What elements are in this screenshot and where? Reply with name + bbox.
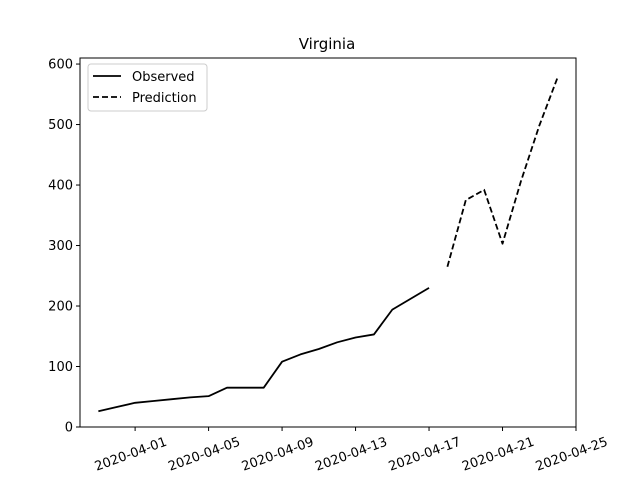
series-line-prediction (446, 77, 559, 267)
legend-label-observed: Observed (132, 70, 195, 85)
y-tick-label: 0 (65, 421, 73, 436)
y-tick-label: 200 (48, 300, 73, 315)
plot-frame (79, 57, 577, 428)
y-tick-label: 300 (48, 239, 73, 254)
y-tick-label: 100 (48, 360, 73, 375)
chart-title: Virginia (299, 35, 356, 53)
y-tick-label: 500 (48, 118, 73, 133)
y-tick-label: 400 (48, 179, 73, 194)
x-tick-label: 2020-04-05 (166, 435, 242, 475)
y-tick-label: 600 (48, 58, 73, 73)
legend-label-prediction: Prediction (132, 91, 197, 106)
x-tick-label: 2020-04-09 (240, 435, 316, 475)
series-line-observed (98, 287, 430, 413)
series-layer (98, 77, 559, 413)
x-tick-label: 2020-04-21 (460, 435, 536, 475)
x-tick-label: 2020-04-13 (313, 435, 389, 475)
legend: Observed Prediction (87, 63, 208, 112)
y-axis: 0 100 200 300 400 500 600 (48, 58, 80, 436)
x-tick-label: 2020-04-01 (93, 435, 169, 475)
x-tick-label: 2020-04-25 (534, 435, 610, 475)
x-tick-label: 2020-04-17 (387, 435, 463, 475)
x-axis: 2020-04-012020-04-052020-04-092020-04-13… (93, 427, 610, 475)
